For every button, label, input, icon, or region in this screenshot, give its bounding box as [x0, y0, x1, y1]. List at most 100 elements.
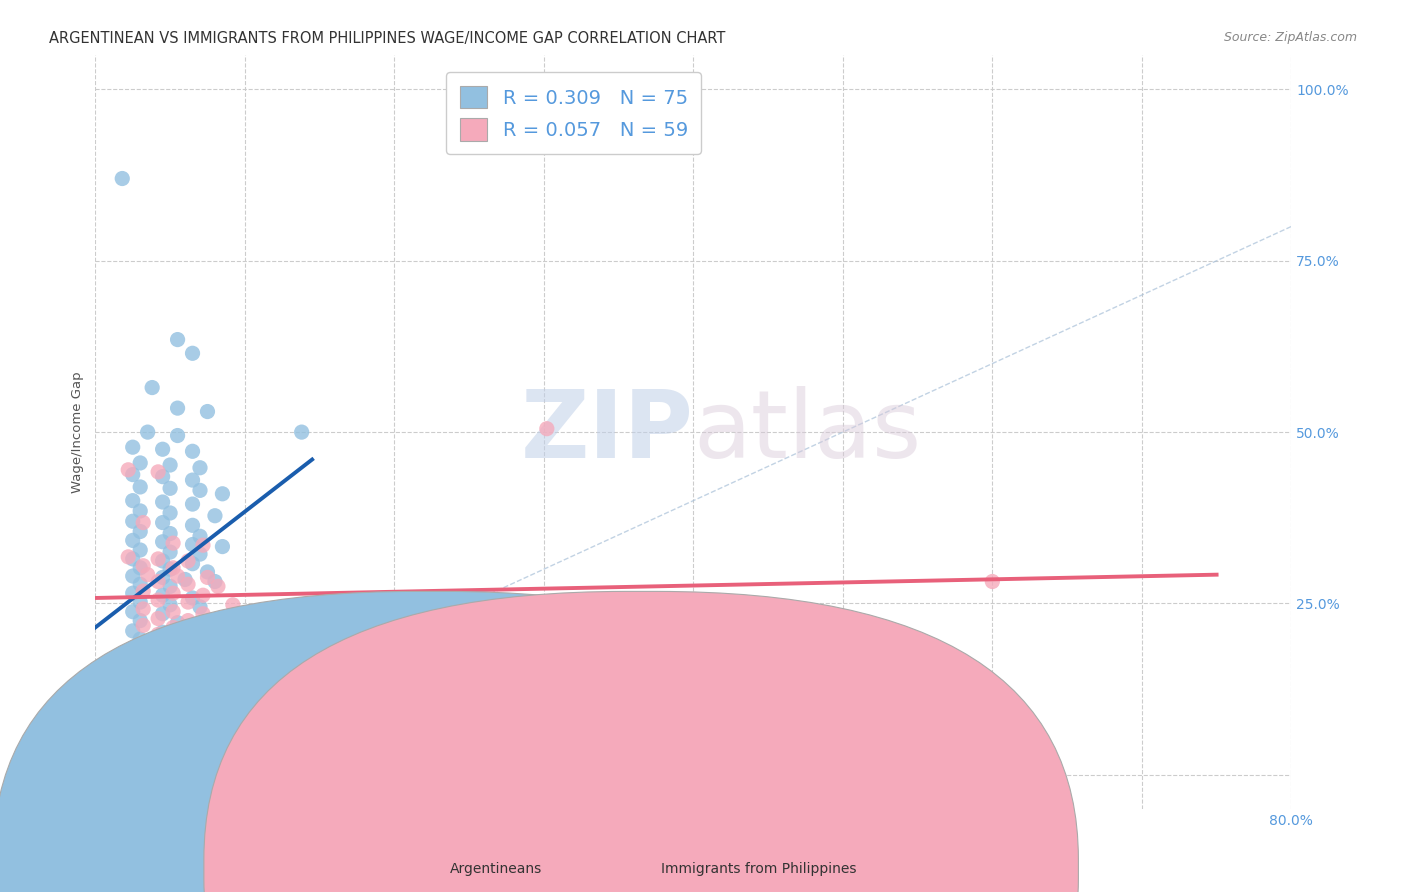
Point	[152, 554, 174, 568]
Point	[174, 573, 197, 587]
Point	[181, 557, 204, 571]
Point	[152, 442, 174, 457]
Point	[191, 588, 214, 602]
Point	[682, 687, 704, 701]
Point	[177, 554, 200, 568]
Point	[121, 440, 143, 454]
Point	[129, 543, 152, 558]
Point	[159, 526, 181, 541]
Point	[129, 504, 152, 518]
Point	[129, 456, 152, 470]
Point	[197, 618, 219, 632]
Point	[382, 756, 405, 771]
Point	[197, 565, 219, 579]
Text: Immigrants from Philippines: Immigrants from Philippines	[661, 862, 856, 876]
Point	[121, 569, 143, 583]
Point	[152, 469, 174, 483]
Point	[222, 640, 245, 655]
Point	[162, 620, 184, 634]
Point	[136, 567, 159, 582]
Point	[132, 602, 155, 616]
Point	[188, 547, 211, 561]
Point	[132, 516, 155, 530]
Point	[146, 552, 169, 566]
Point	[129, 480, 152, 494]
Point	[204, 508, 226, 523]
Point	[191, 607, 214, 621]
Point	[211, 540, 233, 554]
Point	[159, 506, 181, 520]
Point	[342, 649, 364, 664]
Point	[121, 640, 143, 655]
Point	[222, 598, 245, 612]
Point	[177, 631, 200, 645]
Point	[166, 401, 188, 416]
Point	[177, 677, 200, 691]
Point	[181, 518, 204, 533]
Point	[166, 634, 188, 648]
Point	[152, 495, 174, 509]
Point	[162, 536, 184, 550]
Point	[207, 579, 229, 593]
Point	[141, 380, 163, 394]
Point	[252, 629, 274, 643]
Point	[117, 463, 139, 477]
Point	[146, 653, 169, 667]
Point	[236, 615, 259, 630]
Point	[159, 562, 181, 576]
Point	[181, 346, 204, 360]
Point	[177, 655, 200, 669]
Point	[132, 639, 155, 653]
Point	[162, 586, 184, 600]
Point	[191, 538, 214, 552]
Point	[197, 404, 219, 418]
Point	[121, 624, 143, 638]
Text: ZIP: ZIP	[520, 386, 693, 478]
Point	[204, 574, 226, 589]
Point	[236, 666, 259, 681]
Point	[152, 534, 174, 549]
Point	[162, 664, 184, 678]
Point	[416, 694, 439, 708]
Point	[181, 537, 204, 551]
Point	[207, 623, 229, 637]
Point	[152, 516, 174, 530]
Point	[267, 648, 290, 662]
Point	[281, 632, 304, 646]
Point	[162, 605, 184, 619]
Point	[98, 741, 121, 756]
Point	[159, 481, 181, 495]
Point	[132, 618, 155, 632]
Text: atlas: atlas	[693, 386, 921, 478]
Point	[121, 514, 143, 528]
Point	[177, 577, 200, 591]
Point	[291, 425, 314, 439]
Point	[162, 561, 184, 575]
Point	[326, 673, 349, 688]
Point	[132, 558, 155, 573]
Point	[267, 680, 290, 694]
Point	[311, 634, 333, 648]
Point	[181, 473, 204, 487]
Point	[121, 533, 143, 548]
Point	[159, 598, 181, 612]
Point	[146, 574, 169, 589]
Point	[117, 549, 139, 564]
Point	[152, 607, 174, 621]
Point	[162, 643, 184, 657]
Point	[146, 465, 169, 479]
Point	[159, 545, 181, 559]
Point	[146, 611, 169, 625]
Point	[121, 493, 143, 508]
Point	[129, 524, 152, 539]
Point	[166, 615, 188, 630]
Point	[188, 529, 211, 543]
Point	[121, 467, 143, 482]
Point	[211, 487, 233, 501]
Point	[129, 577, 152, 591]
Point	[129, 595, 152, 609]
Point	[159, 579, 181, 593]
Point	[111, 171, 134, 186]
Point	[166, 569, 188, 583]
Point	[152, 570, 174, 584]
